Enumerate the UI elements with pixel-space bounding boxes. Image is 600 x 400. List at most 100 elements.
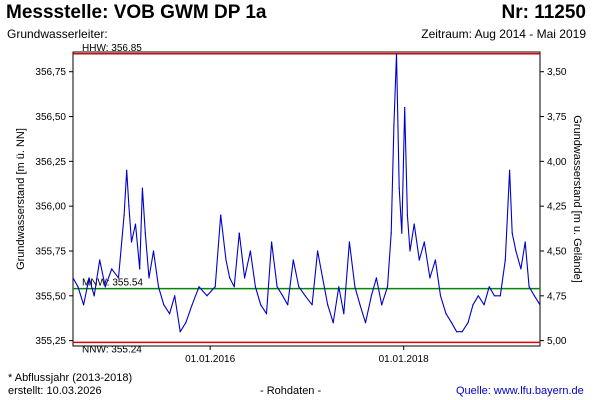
series-point [123, 214, 125, 216]
created-date: erstellt: 10.03.2026 [8, 385, 102, 397]
series-point [311, 304, 313, 306]
series-point [499, 295, 501, 297]
series-point [439, 295, 442, 297]
series-point [128, 205, 130, 207]
page-title: Messstelle: VOB GWM DP 1a [6, 2, 267, 23]
series-point [381, 304, 383, 306]
y2-tick-label: 4,75 [547, 291, 567, 302]
y2-tick-label: 4,00 [547, 157, 567, 168]
series-point [117, 277, 120, 279]
series-point [104, 286, 106, 288]
series-point [401, 232, 403, 234]
series-point [515, 250, 517, 252]
series-point [254, 286, 256, 288]
series-point [477, 295, 479, 297]
series-point [198, 286, 200, 288]
series-point [445, 313, 447, 315]
station-number: Nr: 11250 [501, 2, 586, 23]
series-point [524, 241, 526, 243]
series-point [206, 295, 208, 297]
series-point [539, 304, 541, 306]
y-tick-label: 355,75 [35, 246, 66, 257]
series-point [220, 214, 222, 216]
series-point [111, 268, 113, 270]
series-point [163, 304, 165, 306]
series-point [271, 241, 273, 243]
series-point [292, 259, 294, 261]
series-point [93, 295, 95, 297]
series-point [456, 331, 458, 333]
source-link[interactable]: Quelle: www.lfu.bayern.de [456, 385, 584, 397]
x-tick-label: 01.01.2018 [379, 354, 429, 365]
series-point [238, 232, 240, 234]
series-point [364, 322, 367, 324]
series-point [322, 277, 324, 279]
series-point [375, 277, 377, 279]
series-point [157, 286, 160, 288]
series-point [520, 268, 522, 270]
series-point [225, 259, 227, 261]
series-point [483, 304, 485, 306]
series-point [260, 304, 262, 306]
series-point [390, 232, 392, 234]
series-point [139, 268, 141, 270]
series-point [174, 295, 176, 297]
series-point [77, 286, 79, 288]
y-axis-left-title: Grundwasserstand [m ü. NN] [15, 128, 27, 270]
series-point [134, 223, 137, 225]
series-point [144, 232, 146, 234]
reference-label-hhw: HHW: 356.85 [82, 43, 142, 54]
y-tick-label: 356,75 [35, 67, 66, 78]
series-point [72, 277, 74, 279]
y-tick-label: 356,00 [35, 202, 66, 213]
series-point [244, 277, 246, 279]
series-point [152, 250, 155, 252]
y2-tick-label: 4,25 [547, 202, 567, 213]
series-point [395, 53, 398, 55]
series-point [434, 259, 436, 261]
y2-tick-label: 5,00 [547, 336, 567, 347]
y-tick-label: 355,25 [35, 336, 66, 347]
series-point [327, 304, 329, 306]
series-point [304, 295, 306, 297]
series-point [406, 214, 408, 216]
series-point [418, 259, 420, 261]
series-point [265, 313, 268, 315]
series-point [359, 304, 361, 306]
series-point [404, 107, 406, 109]
series-point [423, 241, 425, 243]
series-point [88, 277, 90, 279]
raw-data-label: - Rohdaten - [260, 385, 322, 397]
series-point [332, 322, 334, 324]
series-point [409, 250, 411, 252]
series-point [130, 241, 133, 243]
series-point [472, 304, 474, 306]
series-point [148, 277, 150, 279]
footnote: * Abflussjahr (2013-2018) [8, 372, 133, 384]
series-point [185, 322, 187, 324]
series-point [429, 277, 431, 279]
series-point [533, 295, 536, 297]
y-tick-label: 355,50 [35, 291, 66, 302]
aquifer-label: Grundwasserleiter: [7, 27, 108, 41]
series-point [191, 304, 193, 306]
series-point [354, 286, 356, 288]
series-point [338, 286, 340, 288]
y2-tick-label: 3,50 [547, 67, 567, 78]
series-point [451, 322, 453, 324]
series-point [488, 286, 490, 288]
series-point [214, 286, 216, 288]
series-point [169, 313, 171, 315]
series-point [287, 304, 289, 306]
x-tick-label: 01.01.2016 [185, 354, 235, 365]
series-point [413, 223, 415, 225]
series-point [179, 331, 181, 333]
series-point [528, 286, 530, 288]
series-point [467, 322, 469, 324]
series-point [126, 169, 128, 171]
y-tick-label: 356,50 [35, 112, 66, 123]
period-label: Zeitraum: Aug 2014 - Mai 2019 [421, 27, 586, 41]
series-point [386, 286, 389, 288]
y-tick-label: 356,25 [35, 157, 66, 168]
series-point [504, 259, 506, 261]
